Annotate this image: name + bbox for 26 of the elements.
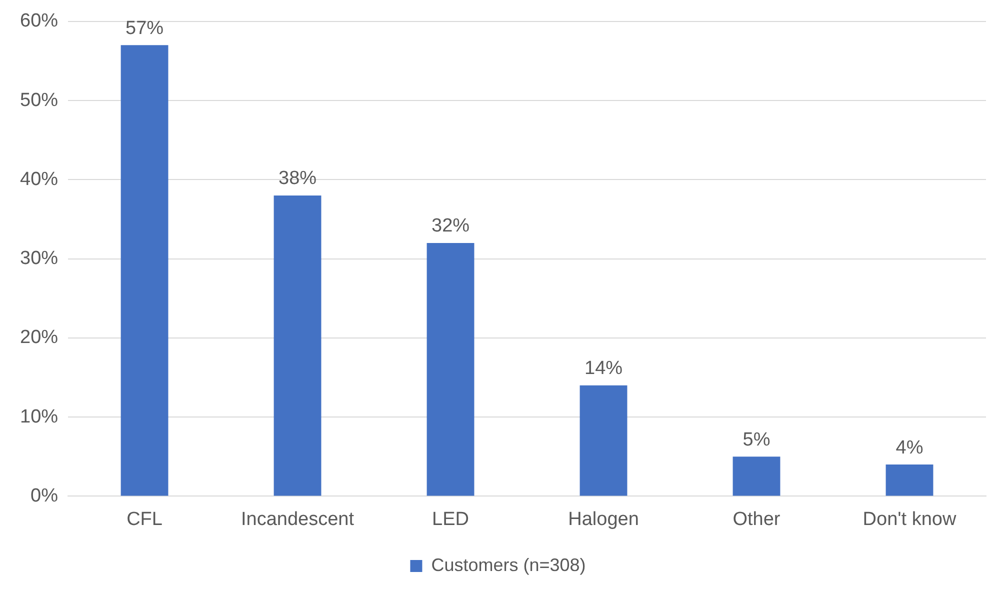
data-label: 38% bbox=[278, 168, 317, 190]
y-tick-label: 30% bbox=[20, 248, 58, 270]
y-tick-label: 20% bbox=[20, 327, 58, 348]
y-tick-label: 50% bbox=[20, 90, 58, 111]
x-tick-label: Don't know bbox=[862, 508, 956, 530]
legend-label: Customers (n=308) bbox=[431, 554, 586, 575]
bar bbox=[274, 195, 322, 496]
bar bbox=[426, 242, 474, 496]
bar bbox=[732, 456, 780, 496]
x-tick-label: Incandescent bbox=[241, 508, 355, 530]
y-tick-label: 40% bbox=[20, 168, 58, 190]
y-tick-label: 0% bbox=[30, 485, 58, 506]
x-tick-label: Halogen bbox=[568, 508, 639, 530]
data-label: 32% bbox=[432, 216, 470, 237]
x-tick-label: CFL bbox=[126, 508, 162, 530]
data-label: 57% bbox=[126, 18, 164, 39]
data-label: 5% bbox=[742, 429, 770, 450]
y-tick-label: 10% bbox=[20, 406, 58, 428]
bar bbox=[580, 385, 628, 496]
x-tick-label: Other bbox=[732, 508, 781, 530]
data-label: 4% bbox=[896, 437, 924, 458]
bar bbox=[120, 45, 168, 496]
x-tick-label: LED bbox=[432, 508, 469, 530]
y-tick-label: 60% bbox=[20, 10, 58, 32]
bar bbox=[886, 464, 934, 496]
data-label: 14% bbox=[584, 358, 623, 380]
